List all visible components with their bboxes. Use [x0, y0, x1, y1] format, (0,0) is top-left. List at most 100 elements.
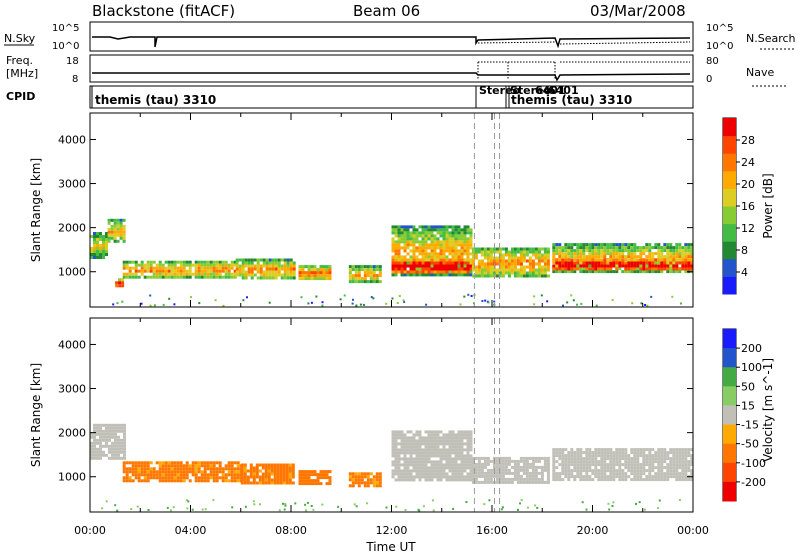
range-cell [412, 240, 416, 244]
range-cell [466, 237, 470, 241]
range-cell [291, 463, 295, 467]
range-cell [412, 478, 416, 482]
range-cell [466, 231, 470, 235]
range-cell [322, 268, 326, 272]
range-cell [448, 243, 452, 247]
range-cell [131, 470, 135, 474]
range-cell [391, 433, 395, 437]
range-cell [403, 234, 407, 238]
x-tick-label: 12:00 [376, 524, 408, 537]
range-cell [663, 261, 667, 265]
range-cell [227, 272, 231, 276]
range-cell [430, 475, 434, 479]
range-cell [495, 477, 499, 481]
range-cell [105, 432, 108, 436]
range-cell [215, 263, 219, 267]
range-cell [537, 247, 541, 251]
range-cell [108, 444, 111, 448]
range-cell [600, 466, 604, 470]
range-cell [519, 265, 523, 269]
range-cell [283, 258, 287, 262]
range-cell [273, 472, 277, 476]
scatter-point [168, 297, 171, 300]
range-cell [480, 468, 484, 472]
velocity-xlabel: Time UT [365, 540, 416, 554]
range-cell [454, 463, 458, 467]
range-cell [597, 252, 601, 256]
range-cell [594, 270, 598, 274]
range-cell [146, 476, 150, 480]
scatter-point [370, 296, 373, 299]
scatter-point [631, 302, 634, 305]
range-cell [328, 274, 332, 278]
scatter-point [355, 505, 358, 508]
range-cell [283, 276, 287, 280]
range-cell [445, 454, 449, 458]
range-cell [430, 243, 434, 247]
range-cell [561, 463, 565, 467]
range-cell [576, 243, 580, 247]
range-cell [567, 255, 571, 259]
range-cell [128, 269, 132, 273]
range-cell [645, 454, 649, 458]
range-cell [391, 430, 395, 434]
range-cell [179, 266, 183, 270]
range-cell [218, 272, 222, 276]
range-cell [624, 457, 628, 461]
range-cell [543, 468, 547, 472]
range-cell [354, 274, 358, 278]
range-cell [131, 473, 135, 477]
scatter-point [519, 502, 521, 505]
range-cell [678, 258, 682, 262]
range-cell [418, 225, 422, 229]
range-cell [540, 474, 544, 478]
range-cell [176, 461, 180, 465]
range-cell [460, 451, 464, 455]
scatter-point [643, 508, 646, 511]
range-cell [357, 268, 361, 272]
range-cell [687, 249, 691, 253]
range-cell [654, 261, 658, 265]
range-cell [645, 475, 649, 479]
range-cell [486, 477, 490, 481]
range-cell [96, 447, 99, 451]
range-cell [108, 447, 111, 451]
range-cell [230, 263, 234, 267]
range-cell [603, 267, 607, 271]
range-cell [573, 258, 577, 262]
range-cell [471, 274, 475, 278]
range-cell [454, 249, 458, 253]
range-cell [412, 460, 416, 464]
range-cell [513, 474, 517, 478]
range-cell [215, 275, 219, 279]
range-cell [528, 262, 532, 266]
scatter-point [343, 294, 346, 297]
range-cell [486, 262, 490, 266]
range-cell [663, 451, 667, 455]
scatter-point [310, 505, 313, 507]
range-cell [264, 469, 268, 473]
range-cell [460, 237, 464, 241]
range-cell [504, 459, 508, 463]
range-cell [203, 464, 207, 468]
range-cell [615, 472, 619, 476]
range-cell [454, 454, 458, 458]
range-cell [415, 448, 419, 452]
range-cell [249, 481, 253, 485]
range-cell [427, 469, 431, 473]
range-cell [354, 481, 358, 485]
range-cell [244, 261, 248, 265]
range-cell [418, 469, 422, 473]
range-cell [436, 439, 440, 443]
range-cell [433, 439, 437, 443]
range-cell [206, 473, 210, 477]
range-cell [546, 477, 550, 481]
range-cell [123, 450, 126, 454]
range-cell [585, 463, 589, 467]
range-cell [134, 269, 138, 273]
range-cell [448, 246, 452, 250]
range-cell [630, 478, 634, 482]
range-cell [170, 470, 174, 474]
range-cell [681, 466, 685, 470]
range-cell [93, 241, 96, 244]
